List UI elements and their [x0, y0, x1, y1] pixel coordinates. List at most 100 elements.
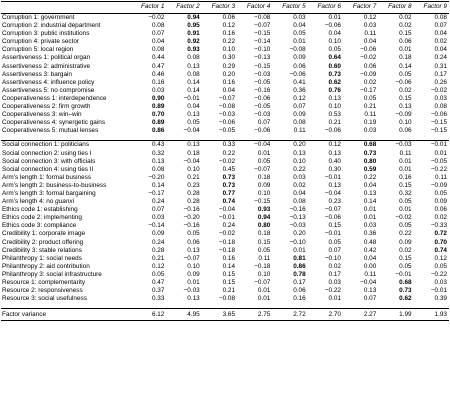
loading-cell: 0.16 [222, 30, 236, 38]
loading-cell: −0.10 [324, 254, 341, 262]
loading-cell: 0.09 [293, 54, 306, 62]
table-row: Assertiveness 2: administrative 0.47 0.13 0… [1, 63, 449, 71]
loading-cell: 0.02 [434, 214, 447, 222]
table-row: Arm’s length 2: business-to-business 0.14… [1, 182, 449, 190]
table-row: Corruption 3: public institutions 0.07 0.9… [1, 30, 449, 38]
loading-cell: 0.73 [399, 287, 412, 295]
loading-cell: −0.08 [218, 103, 236, 111]
loading-cell: 0.22 [293, 165, 306, 173]
loading-cell: −0.09 [430, 181, 447, 189]
loading-cell: 0.18 [187, 149, 200, 157]
loading-cell: 0.07 [363, 295, 377, 303]
loading-cell: −0.06 [254, 94, 271, 102]
loading-cell: 0.94 [187, 14, 200, 21]
loading-cell: −0.16 [183, 206, 200, 214]
loading-cell: 0.07 [434, 22, 447, 30]
loading-cell: 0.47 [151, 279, 165, 286]
table-body: Corruption 1: government −0.02 0.94 0.06 −0.… [1, 14, 449, 322]
table-row: Cooperativeness 5: mutual lenses 0.86 −0.0… [1, 127, 449, 135]
loading-cell: 1.93 [413, 308, 449, 322]
loading-cell: 0.01 [363, 206, 377, 214]
row-label: Arm’s length 4: no guanxi [2, 198, 75, 206]
loading-cell: −0.02 [360, 54, 377, 62]
row-label: Social connection 2: using ties I [2, 149, 92, 157]
loading-cell: 0.02 [399, 14, 412, 21]
row-label: Corruption 5: local region [2, 46, 74, 54]
loading-cell: 0.05 [187, 119, 200, 127]
loading-cell: 0.09 [399, 238, 412, 246]
loading-cell: 0.09 [257, 181, 271, 189]
loading-cell: 0.43 [131, 140, 167, 150]
loading-cell: 0.73 [328, 70, 341, 78]
loading-cell: 0.05 [399, 222, 412, 230]
loading-cell: 0.15 [257, 238, 271, 246]
loading-cell: 0.12 [307, 140, 343, 150]
loading-cell: −0.02 [430, 86, 447, 94]
loading-cell: 0.02 [399, 86, 412, 94]
table-header-row: Factor 1 Factor 2 Factor 3 Factor 4 Fact… [1, 1, 449, 14]
loading-cell: 0.01 [187, 279, 200, 286]
column-header: Factor 6 [307, 1, 343, 14]
loading-cell: 0.32 [399, 189, 412, 197]
loading-cell: 0.74 [222, 198, 236, 206]
loading-cell: 0.17 [328, 270, 341, 278]
table-row: Assertiveness 3: bargain 0.46 0.08 0.20 −0.0… [1, 71, 449, 79]
loading-cell: 0.95 [187, 22, 200, 30]
loading-cell: 0.12 [222, 22, 236, 30]
loading-cell: −0.22 [324, 287, 341, 295]
loading-cell: 0.23 [328, 198, 341, 206]
loading-cell: 0.21 [151, 254, 165, 262]
loading-cell: 0.22 [222, 149, 236, 157]
loading-cell: 0.13 [328, 181, 341, 189]
loading-cell: 0.03 [363, 22, 377, 30]
loading-cell: 0.13 [328, 94, 341, 102]
row-label: Cooperativeness 1: interdependence [2, 94, 107, 102]
loading-cell: 0.17 [434, 70, 447, 78]
loading-cell: 0.41 [293, 78, 306, 86]
loading-cell: 0.13 [363, 189, 377, 197]
table-row: Assertiveness 5: no compromise 0.03 0.14 0.… [1, 87, 449, 95]
loading-cell: 0.76 [328, 86, 341, 94]
loading-cell: 0.30 [222, 54, 236, 62]
loading-cell: 0.11 [364, 30, 377, 38]
loading-cell: 0.16 [293, 295, 306, 303]
loading-cell: 0.05 [399, 262, 412, 270]
loading-cell: 0.44 [151, 54, 165, 62]
loading-cell: 0.01 [328, 14, 341, 21]
row-label: Corruption 3: public institutions [2, 30, 90, 38]
table-row: Factor variance 6.12 4.95 3.65 2.75 2.72 2.70 2… [1, 308, 449, 322]
loading-cell: 0.05 [257, 157, 271, 165]
loading-cell: 0.93 [257, 206, 271, 214]
loading-cell: −0.17 [360, 86, 377, 94]
row-label: Assertiveness 2: administrative [2, 62, 91, 70]
loading-cell: 0.03 [151, 214, 165, 222]
loading-cell: −0.01 [324, 173, 341, 181]
table-row: Resource 1: complementarity 0.47 0.01 0.15 −… [1, 279, 449, 287]
loading-cell: 0.05 [399, 198, 412, 206]
loading-cell: 0.01 [257, 287, 271, 295]
row-label: Cooperativeness 5: mutual lenses [2, 127, 99, 135]
loading-cell: 0.08 [151, 46, 165, 54]
loading-cell: −0.01 [430, 287, 447, 295]
table-row: Corruption 5: local region 0.08 0.93 0.10 −0… [1, 46, 449, 54]
row-label: Ethics code 3: compliance [2, 222, 77, 230]
loading-cell: 0.10 [187, 165, 200, 173]
row-label: Corruption 2: industrial department [2, 22, 101, 30]
loading-cell: 0.18 [257, 230, 271, 238]
column-header: Factor 9 [413, 1, 449, 14]
loading-cell: 0.28 [151, 246, 165, 254]
loading-cell: −0.07 [254, 22, 271, 30]
loading-cell: −0.07 [218, 94, 236, 102]
row-label: Resource 2: responsiveness [2, 287, 83, 295]
loading-cell: −0.05 [218, 127, 236, 135]
loading-cell: 0.04 [293, 189, 306, 197]
loading-cell: 0.01 [257, 149, 271, 157]
loading-cell: −0.06 [395, 78, 412, 86]
loading-cell: 0.18 [257, 173, 271, 181]
loading-cell: 0.40 [328, 157, 341, 165]
loading-cell: 6.12 [131, 308, 167, 322]
loading-cell: 0.04 [363, 38, 377, 46]
loading-cell: 0.15 [328, 222, 341, 230]
table-row: Ethics code 2: implementing 0.03 −0.20 −0.0… [1, 214, 449, 222]
loading-cell: 0.05 [293, 30, 306, 38]
